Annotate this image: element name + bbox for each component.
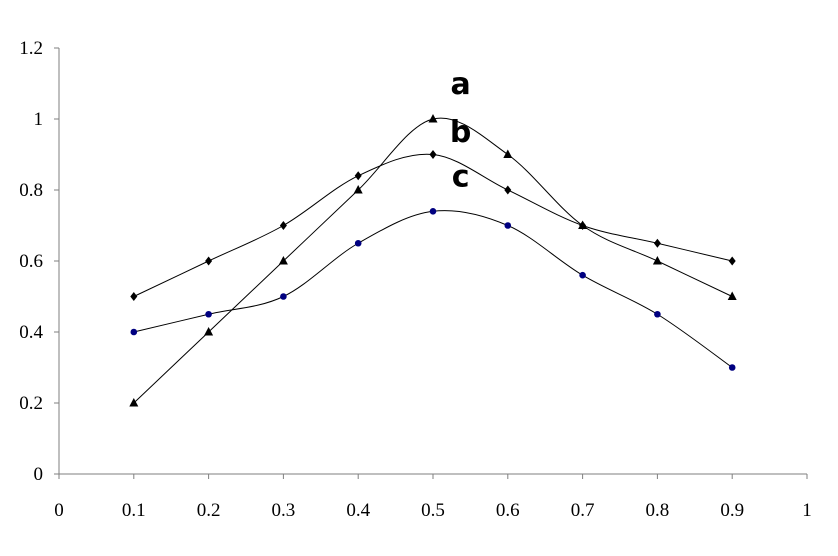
series-label-c: c (452, 159, 470, 194)
marker-b (130, 292, 138, 301)
marker-c (504, 222, 512, 229)
x-tick-label: 0.5 (421, 500, 445, 521)
series-line-b (133, 153, 733, 297)
y-tick-label: 0.4 (19, 322, 43, 343)
marker-b (579, 221, 587, 230)
x-tick-label: 0.6 (496, 500, 520, 521)
marker-c (579, 271, 586, 279)
series-line-c (133, 210, 733, 368)
marker-a (278, 256, 288, 265)
series-layer (129, 114, 737, 407)
marker-c (205, 310, 212, 318)
x-tick-label: 0.2 (197, 500, 221, 521)
marker-c (130, 328, 138, 336)
x-tick-label: 0.9 (720, 500, 744, 521)
marker-a (652, 256, 662, 265)
y-tick-label: 0 (34, 464, 44, 485)
series-line-a (133, 117, 733, 404)
marker-c (429, 208, 437, 215)
marker-a (503, 149, 513, 158)
marker-b (205, 256, 213, 266)
x-tick-label: 0.3 (272, 500, 296, 521)
x-tick-label: 0 (54, 500, 64, 521)
series-b (130, 150, 736, 301)
series-label-b: b (450, 115, 471, 150)
x-tick-label: 0.4 (346, 500, 370, 521)
series-label-a: a (451, 67, 471, 102)
x-tick-label: 0.8 (646, 500, 670, 521)
marker-b (653, 238, 661, 248)
marker-b (279, 221, 287, 230)
marker-b (728, 256, 736, 266)
marker-a (353, 185, 363, 194)
marker-c (728, 364, 736, 371)
x-tick-label: 1 (802, 500, 812, 521)
x-tick-label: 0.7 (571, 500, 595, 521)
marker-c (280, 293, 287, 300)
marker-c (654, 310, 661, 318)
marker-b (429, 150, 437, 159)
marker-a (204, 327, 214, 336)
y-tick-label: 1.2 (19, 38, 43, 59)
y-tick-label: 1 (34, 109, 44, 130)
annotations: abc (450, 67, 471, 194)
y-tick-label: 0.2 (19, 393, 43, 414)
series-a (129, 114, 737, 407)
marker-b (504, 185, 512, 195)
axes: 0 0.2 0.4 0.6 0.8 1 1.2 0 0.1 0.2 0.3 0.4 0.5 0.6 0.7 0… (19, 38, 812, 521)
y-tick-label: 0.8 (19, 180, 43, 201)
marker-b (354, 171, 362, 181)
series-c (130, 208, 736, 371)
marker-a (428, 114, 438, 123)
marker-a (129, 398, 139, 407)
marker-c (354, 239, 362, 247)
marker-a (727, 291, 737, 300)
x-tick-label: 0.1 (122, 500, 146, 521)
y-tick-label: 0.6 (19, 251, 43, 272)
